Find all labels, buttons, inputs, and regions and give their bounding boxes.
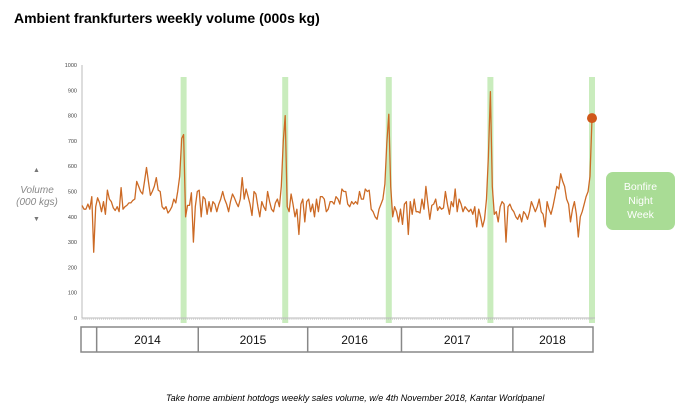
y-tick-label: 300 <box>68 240 77 246</box>
chart-title: Ambient frankfurters weekly volume (000s… <box>14 10 320 26</box>
bonfire-week-highlight <box>282 77 289 323</box>
up-arrow-icon: ▲ <box>33 167 40 174</box>
bonfire-night-annotation: Bonfire Night Week <box>606 172 675 230</box>
annotation-line1: Bonfire <box>623 181 658 193</box>
latest-week-marker <box>587 113 597 124</box>
year-label: 2018 <box>539 333 566 347</box>
y-axis-label-line2: (000 kgs) <box>16 197 58 208</box>
y-tick-label: 600 <box>68 164 77 170</box>
y-tick-label: 100 <box>68 291 77 297</box>
y-axis-label: Volume (000 kgs) <box>8 185 66 209</box>
year-label: 2016 <box>341 333 368 347</box>
y-tick-label: 900 <box>68 88 77 94</box>
y-axis-label-line1: Volume <box>20 185 54 196</box>
bonfire-week-highlight <box>180 77 187 323</box>
annotation-line2: Night <box>628 195 653 207</box>
y-tick-label: 200 <box>68 265 77 271</box>
year-table <box>80 326 594 353</box>
down-arrow-icon: ▼ <box>33 216 40 223</box>
year-label: 2017 <box>444 333 471 347</box>
y-tick-label: 700 <box>68 139 77 145</box>
y-tick-label: 1000 <box>65 63 77 69</box>
volume-line <box>81 90 593 253</box>
y-tick-label: 800 <box>68 114 77 120</box>
bonfire-week-highlight <box>589 77 595 323</box>
y-tick-label: 400 <box>68 215 77 221</box>
bonfire-week-highlight <box>385 77 392 323</box>
bonfire-week-highlight <box>487 77 494 323</box>
year-label: 2014 <box>134 333 161 347</box>
y-tick-label: 500 <box>68 190 77 196</box>
y-tick-label: 0 <box>74 316 77 322</box>
source-note: Take home ambient hotdogs weekly sales v… <box>166 393 545 403</box>
year-label: 2015 <box>240 333 267 347</box>
annotation-line3: Week <box>627 209 654 221</box>
